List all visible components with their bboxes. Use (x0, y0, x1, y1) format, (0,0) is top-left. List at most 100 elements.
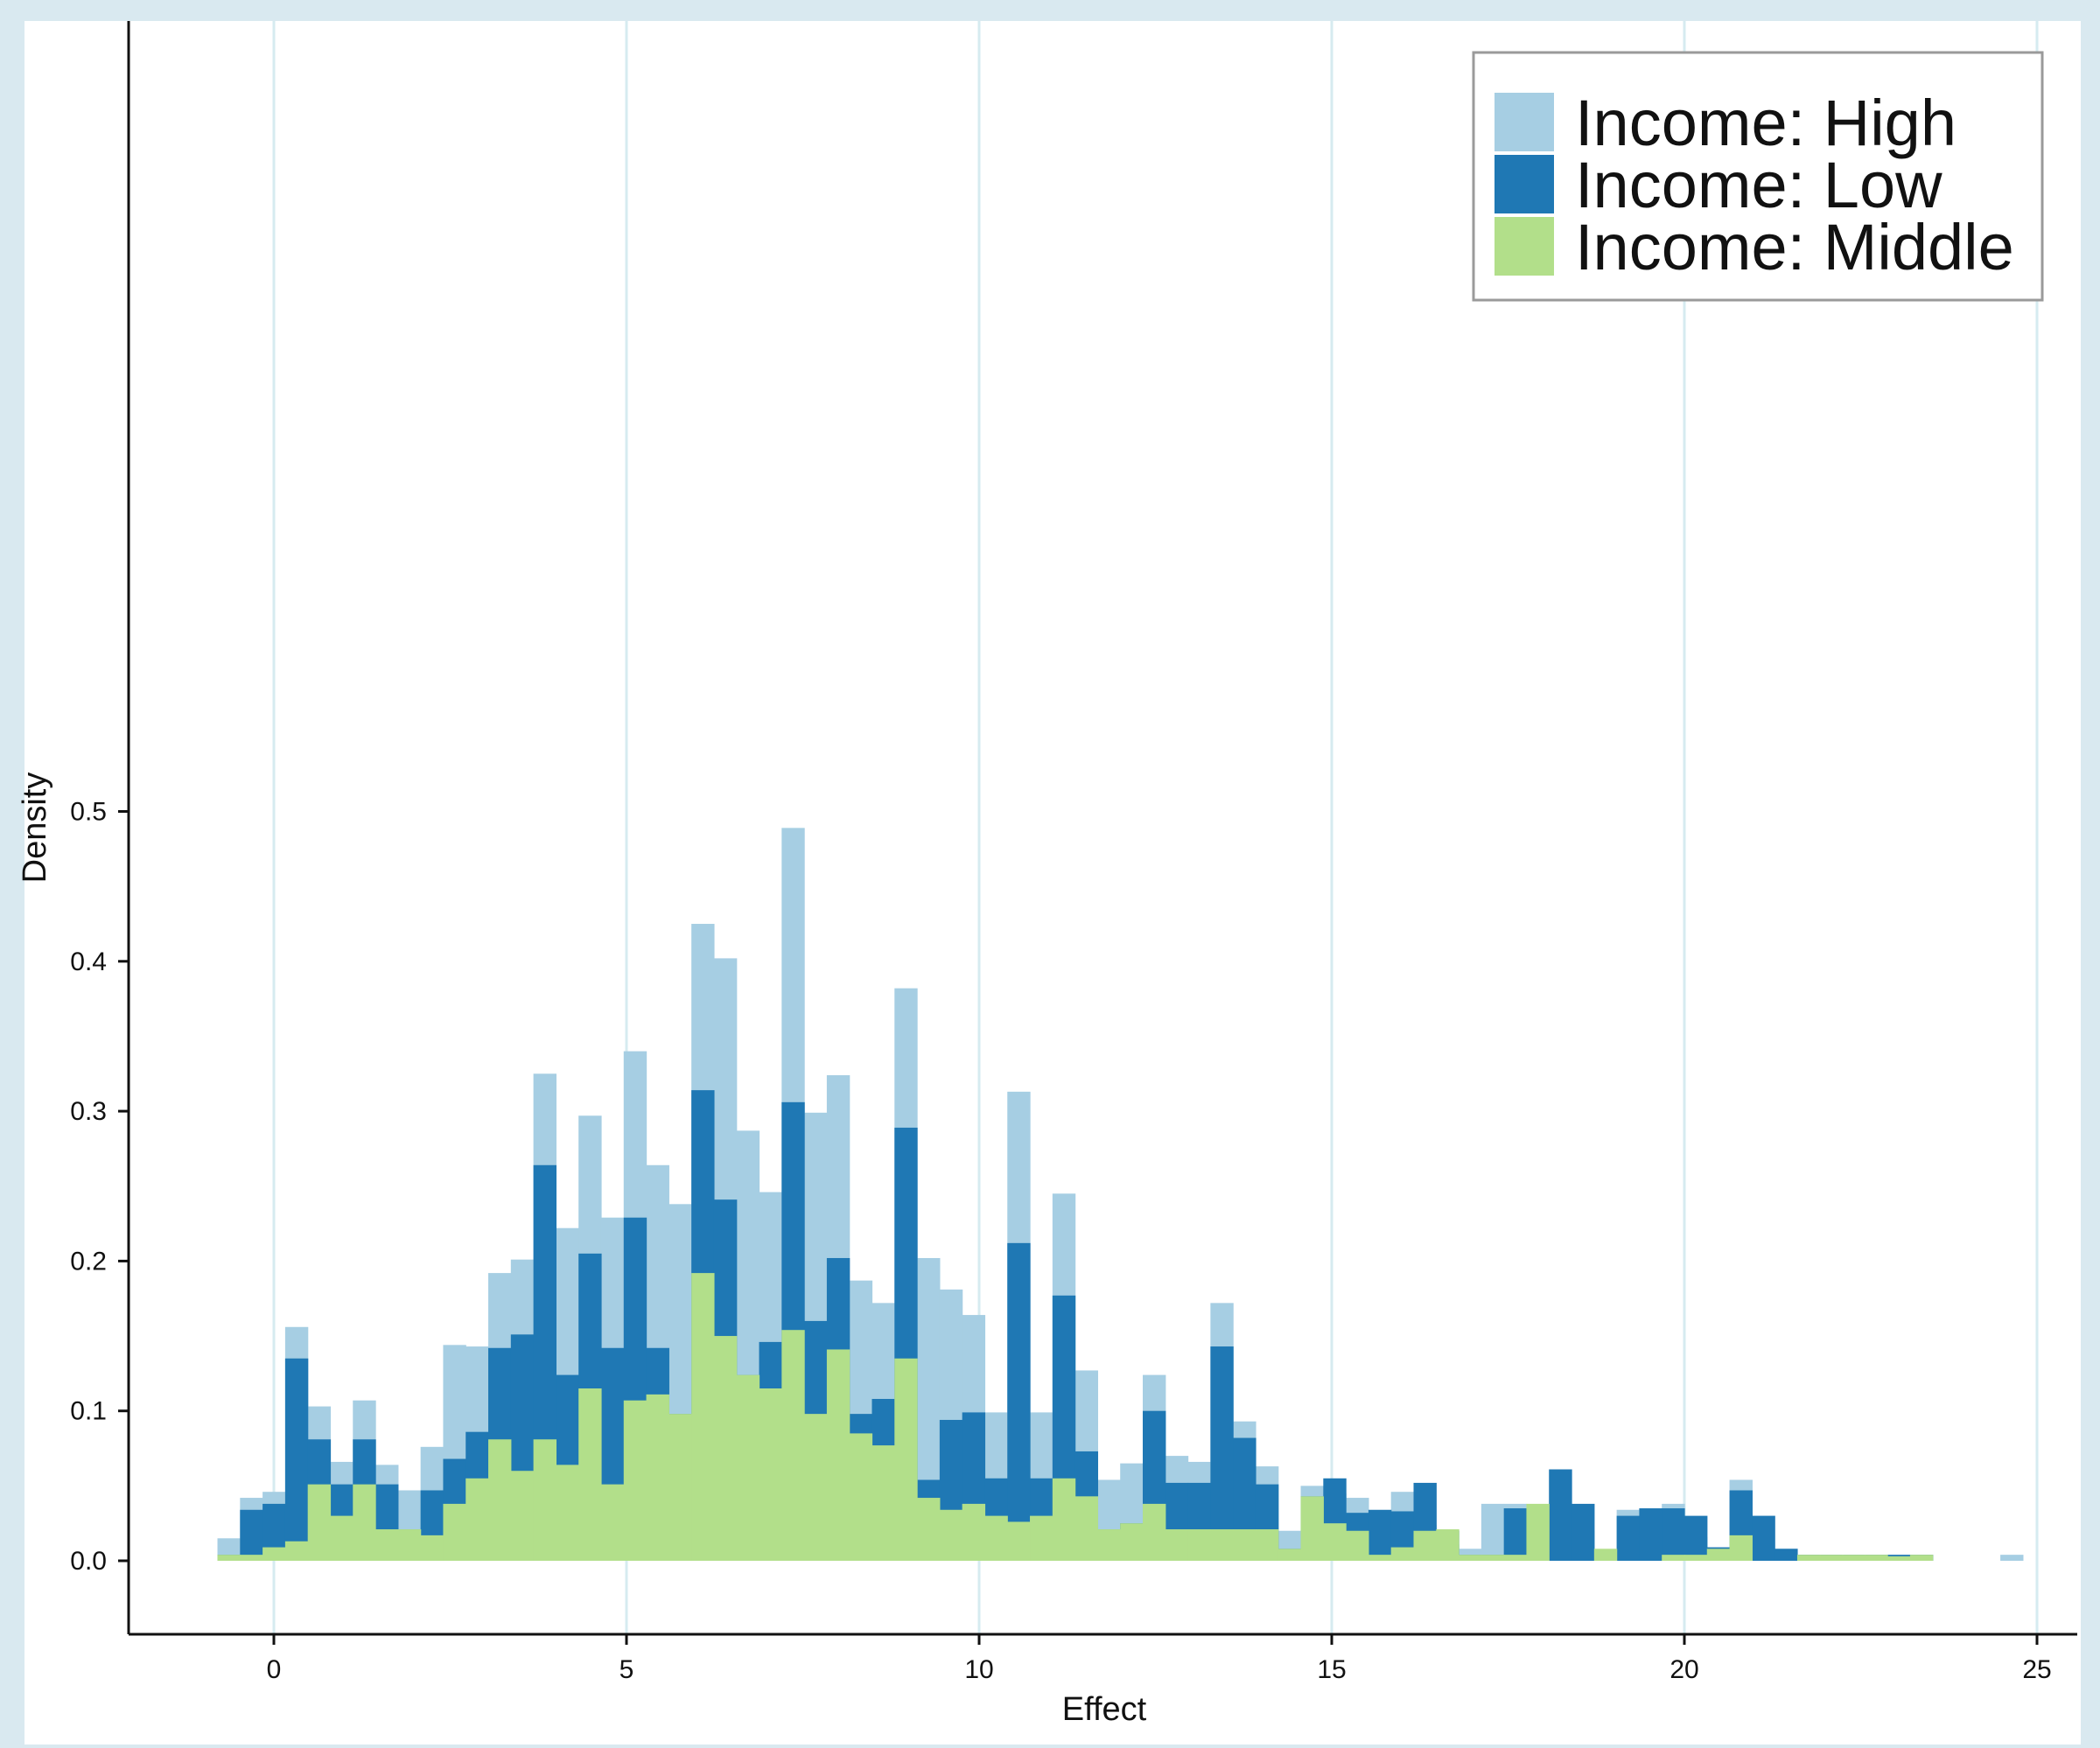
bar-1-51 (1368, 1509, 1392, 1561)
bar-2-9 (420, 1535, 444, 1561)
bar-2-3 (284, 1541, 309, 1561)
bar-2-8 (397, 1529, 422, 1561)
legend-label-0: Income: High (1575, 87, 1956, 159)
bar-2-28 (849, 1433, 873, 1561)
x-tick-label-0: 0 (267, 1655, 282, 1684)
bar-2-40 (1120, 1523, 1144, 1561)
bar-2-21 (691, 1273, 715, 1561)
axes (127, 21, 2077, 1636)
bar-2-75 (1909, 1555, 1934, 1561)
legend-label-2: Income: Middle (1575, 211, 2014, 283)
bar-2-13 (510, 1471, 535, 1561)
ticks: 0 5 10 15 20 25 0.0 0.1 0.2 0.3 0.4 0.5 (70, 798, 2051, 1685)
bar-2-52 (1390, 1547, 1415, 1561)
bar-1-59 (1549, 1469, 1572, 1561)
bar-2-36 (1030, 1515, 1054, 1561)
bar-2-53 (1413, 1530, 1437, 1561)
bar-1-44 (1210, 1346, 1234, 1561)
bar-2-4 (307, 1484, 332, 1561)
x-tick-label-1: 5 (620, 1655, 634, 1684)
y-tick-label-5: 0.5 (70, 798, 107, 827)
bar-1-65 (1684, 1515, 1708, 1561)
bar-2-61 (1593, 1549, 1618, 1561)
bar-2-26 (804, 1414, 828, 1561)
bar-2-18 (623, 1400, 648, 1561)
bar-2-44 (1210, 1529, 1234, 1561)
bar-2-33 (962, 1503, 986, 1561)
bar-2-20 (668, 1414, 692, 1561)
bar-0-56 (1480, 1503, 1505, 1561)
bar-2-34 (984, 1515, 1008, 1561)
bar-2-70 (1796, 1555, 1821, 1561)
bar-2-30 (894, 1358, 918, 1561)
bar-1-62 (1616, 1515, 1641, 1561)
bar-2-19 (646, 1394, 669, 1561)
bar-2-65 (1684, 1555, 1708, 1561)
bar-2-48 (1300, 1496, 1324, 1561)
bar-2-12 (488, 1439, 512, 1561)
bar-2-31 (917, 1498, 941, 1561)
bar-2-27 (826, 1349, 850, 1561)
bar-2-5 (330, 1515, 354, 1561)
bar-2-35 (1007, 1521, 1031, 1561)
bar-2-38 (1074, 1496, 1099, 1561)
bar-2-37 (1052, 1478, 1076, 1561)
bar-1-68 (1752, 1515, 1775, 1561)
y-axis-title: Density (17, 773, 53, 884)
bar-2-47 (1278, 1549, 1302, 1561)
bar-2-45 (1233, 1529, 1256, 1561)
bar-0-79 (2000, 1555, 2024, 1561)
x-axis-title: Effect (1062, 1691, 1147, 1728)
bar-2-43 (1187, 1529, 1211, 1561)
x-tick-label-2: 10 (964, 1655, 993, 1684)
bar-1-64 (1662, 1508, 1685, 1561)
legend-box (1472, 51, 2044, 302)
bar-2-54 (1436, 1529, 1460, 1561)
legend-swatch-2 (1494, 217, 1554, 276)
bar-1-69 (1774, 1549, 1798, 1561)
bar-2-39 (1097, 1529, 1121, 1561)
bar-2-56 (1480, 1555, 1505, 1561)
bar-2-72 (1842, 1555, 1866, 1561)
bar-2-14 (533, 1439, 556, 1561)
bar-2-71 (1819, 1555, 1844, 1561)
bar-2-64 (1662, 1555, 1685, 1561)
bar-2-22 (713, 1336, 738, 1561)
legend-swatch-1 (1494, 155, 1554, 213)
bar-2-11 (466, 1478, 489, 1561)
y-tick-label-1: 0.1 (70, 1397, 107, 1426)
bar-1-63 (1639, 1508, 1662, 1561)
bar-2-74 (1887, 1556, 1911, 1561)
bar-2-7 (375, 1529, 399, 1561)
bar-1-35 (1007, 1242, 1031, 1561)
y-tick-label-0: 0.0 (70, 1547, 107, 1576)
bar-2-41 (1142, 1503, 1166, 1561)
bar-1-1 (240, 1509, 263, 1561)
y-tick-label-3: 0.3 (70, 1097, 107, 1126)
bar-1-3 (284, 1358, 309, 1561)
bar-2-2 (262, 1547, 286, 1561)
x-tick-label-4: 20 (1670, 1655, 1698, 1684)
bar-2-6 (353, 1484, 376, 1561)
bar-2-10 (443, 1503, 466, 1561)
bar-2-66 (1706, 1549, 1731, 1561)
bar-2-73 (1865, 1555, 1888, 1561)
bar-2-55 (1459, 1555, 1482, 1561)
bar-1-57 (1503, 1508, 1528, 1561)
bar-2-25 (781, 1330, 805, 1561)
legend-label-1: Income: Low (1575, 149, 1942, 221)
bar-1-60 (1572, 1503, 1595, 1561)
y-tick-label-4: 0.4 (70, 947, 107, 976)
bar-2-17 (600, 1484, 625, 1561)
bar-2-51 (1368, 1555, 1392, 1561)
bar-2-16 (578, 1388, 602, 1561)
bar-2-0 (217, 1555, 241, 1561)
x-tick-label-5: 25 (2022, 1655, 2051, 1684)
bar-2-67 (1729, 1535, 1753, 1561)
bar-2-24 (759, 1388, 782, 1561)
gridlines (272, 21, 2039, 1634)
bars (217, 828, 2024, 1561)
bar-2-46 (1255, 1529, 1279, 1561)
